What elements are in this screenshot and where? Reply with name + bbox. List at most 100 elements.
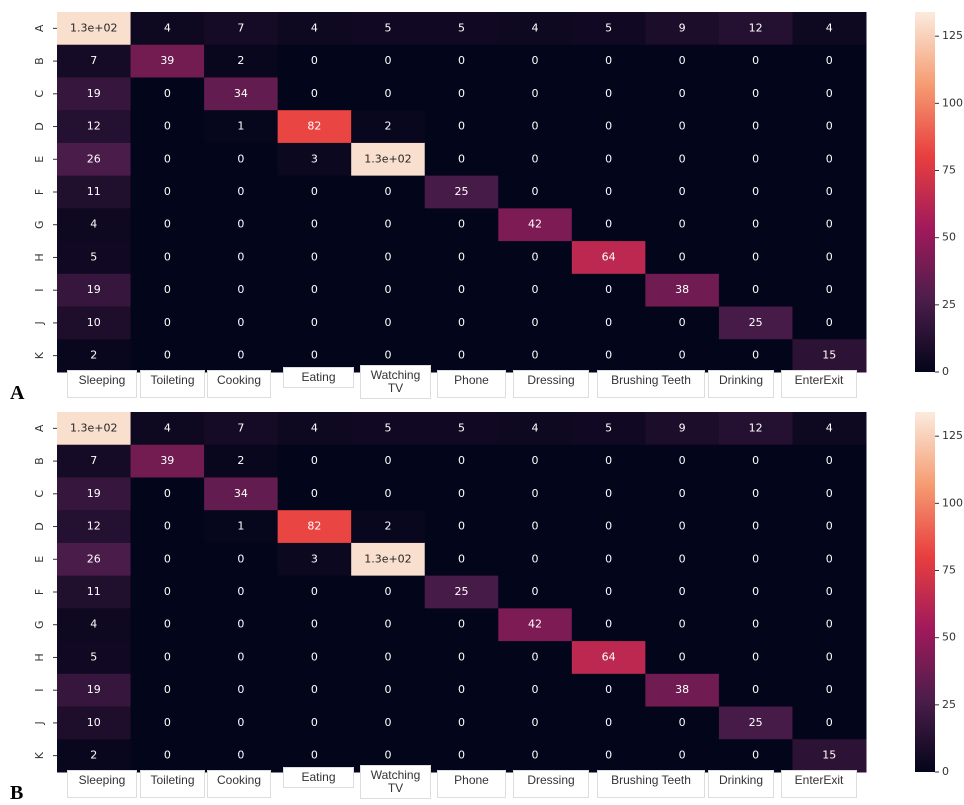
cell-label: 0 (752, 54, 759, 67)
cell-label: 0 (679, 316, 686, 329)
cell-label: 0 (826, 283, 833, 296)
cell-label: 0 (605, 454, 612, 467)
cell (645, 444, 720, 478)
cell (424, 673, 499, 708)
cell (424, 208, 499, 242)
cell (792, 339, 867, 373)
cell (57, 77, 132, 111)
cell-label: 0 (532, 650, 539, 663)
cell-label: 0 (826, 454, 833, 467)
cell-label: 0 (311, 585, 318, 598)
cell (424, 412, 499, 446)
colorbar-tick-label: 125 (942, 429, 963, 442)
cell (498, 412, 573, 446)
cell (498, 273, 573, 308)
y-tick-label: C (33, 490, 46, 498)
cell-label: 0 (164, 683, 171, 696)
cell (718, 110, 793, 144)
cell-label: 5 (605, 421, 612, 434)
cell (57, 641, 132, 675)
cell (645, 706, 720, 740)
cell (204, 641, 279, 675)
cell-label: 82 (307, 120, 321, 133)
cell-label: 3 (311, 152, 318, 165)
cell (792, 77, 867, 111)
cell-label: 0 (605, 716, 612, 729)
cell-label: 0 (679, 585, 686, 598)
cell (718, 175, 793, 209)
cell-label: 0 (532, 54, 539, 67)
cell (204, 477, 279, 511)
cell-label: 0 (384, 454, 391, 467)
cell-label: 1 (237, 120, 244, 133)
cell-label: 0 (311, 54, 318, 67)
cell (277, 542, 352, 577)
colorbar (915, 12, 935, 372)
cell (718, 306, 793, 340)
cell (351, 542, 426, 577)
cell (645, 110, 720, 144)
colorbar-tick-label: 25 (942, 698, 956, 711)
cell-label: 0 (605, 283, 612, 296)
cell (130, 208, 205, 242)
cell (351, 412, 426, 446)
cell (57, 444, 132, 478)
panel-label: A (10, 382, 25, 404)
cell-label: 0 (237, 250, 244, 263)
cell (351, 444, 426, 478)
cell (57, 608, 132, 642)
cell (424, 110, 499, 144)
cell-label: 0 (826, 520, 833, 533)
cell-label: 25 (455, 185, 469, 198)
cell (204, 542, 279, 577)
cell-label: 0 (826, 716, 833, 729)
cell (792, 306, 867, 340)
cell-label: 0 (458, 349, 465, 362)
cell-label: 0 (605, 520, 612, 533)
cell (277, 673, 352, 708)
cell-label: 64 (602, 650, 616, 663)
cell-label: 0 (311, 283, 318, 296)
cell (498, 673, 573, 708)
cell-label: 2 (384, 520, 391, 533)
cell (498, 608, 573, 642)
cell (130, 339, 205, 373)
cell (130, 142, 205, 177)
cell (130, 673, 205, 708)
cell-label: 0 (679, 520, 686, 533)
cell-label: 15 (822, 749, 836, 762)
cell (498, 477, 573, 511)
cell-label: 0 (679, 487, 686, 500)
cell (718, 477, 793, 511)
cell (571, 339, 646, 373)
cell-label: 2 (90, 349, 97, 362)
cell (571, 542, 646, 577)
cell-label: 2 (237, 54, 244, 67)
cell-label: 0 (532, 749, 539, 762)
y-tick-label: D (33, 522, 46, 530)
cell-label: 0 (164, 618, 171, 631)
cell-label: 0 (752, 487, 759, 500)
cell (277, 273, 352, 308)
cell-label: 0 (532, 520, 539, 533)
cell (498, 706, 573, 740)
cell (571, 575, 646, 609)
cell-label: 0 (532, 283, 539, 296)
cell (571, 142, 646, 177)
cell-label: 0 (311, 349, 318, 362)
cell (204, 44, 279, 78)
cell (204, 273, 279, 308)
cell (645, 142, 720, 177)
cell-label: 10 (87, 716, 101, 729)
cell (351, 44, 426, 78)
cell (204, 510, 279, 544)
cell-label: 0 (164, 316, 171, 329)
cell-label: 0 (311, 316, 318, 329)
cell-label: 0 (164, 552, 171, 565)
cell (498, 575, 573, 609)
cell (351, 477, 426, 511)
cell-label: 4 (311, 421, 318, 434)
cell (498, 77, 573, 111)
y-tick-label: F (33, 189, 46, 195)
cell-label: 0 (605, 749, 612, 762)
